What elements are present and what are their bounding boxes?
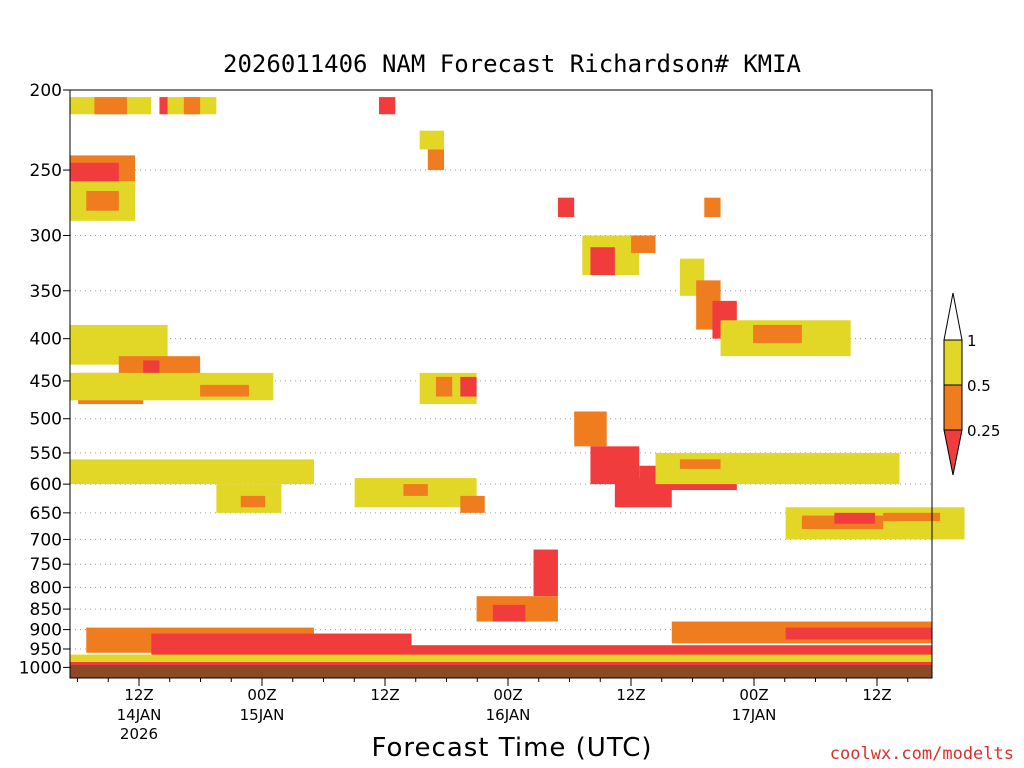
data-cell: [785, 627, 932, 640]
y-tick-label: 250: [30, 161, 62, 181]
y-tick-label: 800: [30, 578, 62, 598]
data-cell: [70, 654, 932, 662]
y-tick-label: 850: [30, 600, 62, 620]
y-tick-label: 750: [30, 555, 62, 575]
data-cell: [159, 97, 168, 115]
y-tick-label: 200: [30, 81, 62, 101]
legend-label: 1: [967, 332, 977, 350]
x-tick-date: 15JAN: [240, 706, 285, 724]
data-cell: [379, 97, 396, 115]
y-tick-label: 950: [30, 640, 62, 660]
ground-bar: [70, 665, 932, 678]
data-cell: [590, 247, 615, 276]
plot-frame: [69, 89, 933, 679]
data-cell: [427, 149, 445, 171]
data-cell: [143, 360, 160, 373]
y-tick-label: 900: [30, 621, 62, 641]
data-cell: [574, 411, 607, 447]
data-cell: [70, 162, 119, 182]
data-cell: [753, 324, 802, 344]
y-tick-label: 700: [30, 530, 62, 550]
data-cell: [419, 130, 445, 150]
data-cell: [492, 604, 526, 622]
data-cell: [883, 512, 941, 522]
data-cell: [70, 459, 314, 485]
y-tick-label: 350: [30, 282, 62, 302]
data-cell: [460, 495, 485, 513]
x-tick-label: 00Z: [247, 686, 276, 704]
credit-text: coolwx.com/modelts: [829, 744, 1014, 764]
chart-title: 2026011406 NAM Forecast Richardson# KMIA: [223, 50, 801, 78]
y-tick-label: 650: [30, 504, 62, 524]
x-tick-year: 2026: [120, 725, 158, 743]
y-tick-label: 1000: [19, 658, 62, 678]
data-cell: [533, 549, 558, 597]
data-cell: [240, 495, 266, 508]
data-cell: [557, 197, 575, 218]
legend-label: 0.25: [967, 422, 1000, 440]
x-tick-date: 16JAN: [486, 706, 531, 724]
data-cell: [200, 384, 249, 397]
x-tick-date: 14JAN: [117, 706, 162, 724]
x-tick-label: 12Z: [370, 686, 399, 704]
y-tick-label: 450: [30, 372, 62, 392]
x-tick-label: 12Z: [616, 686, 645, 704]
x-axis-label: Forecast Time (UTC): [371, 733, 653, 763]
y-tick-label: 500: [30, 410, 62, 430]
data-cell: [403, 484, 428, 496]
x-tick-label: 00Z: [739, 686, 768, 704]
legend-label: 0.5: [967, 377, 991, 395]
data-cell: [94, 97, 127, 115]
y-tick-label: 400: [30, 330, 62, 350]
y-tick-label: 550: [30, 444, 62, 464]
legend-swatch: [943, 292, 963, 341]
data-cell: [631, 235, 656, 253]
legend-swatch: [943, 384, 963, 431]
data-cell: [704, 197, 721, 218]
x-tick-label: 00Z: [493, 686, 522, 704]
data-cell: [435, 376, 453, 397]
data-cell: [590, 446, 640, 485]
x-tick-label: 12Z: [124, 686, 153, 704]
legend: 1 0.5 0.25: [943, 292, 1000, 476]
data-cell: [151, 633, 412, 659]
data-cell: [679, 459, 721, 469]
data-cell: [183, 97, 201, 115]
data-cell: [460, 376, 477, 397]
y-tick-label: 600: [30, 475, 62, 495]
x-tick-label: 12Z: [862, 686, 891, 704]
y-axis: 200 250 300 350 400 450 500 550 600 650 700 750 8008…: [19, 81, 70, 678]
legend-swatch: [943, 339, 963, 386]
legend-swatch: [943, 429, 963, 476]
data-cell: [834, 512, 876, 524]
y-tick-label: 300: [30, 226, 62, 246]
data-cell: [86, 190, 119, 211]
x-tick-date: 17JAN: [732, 706, 777, 724]
